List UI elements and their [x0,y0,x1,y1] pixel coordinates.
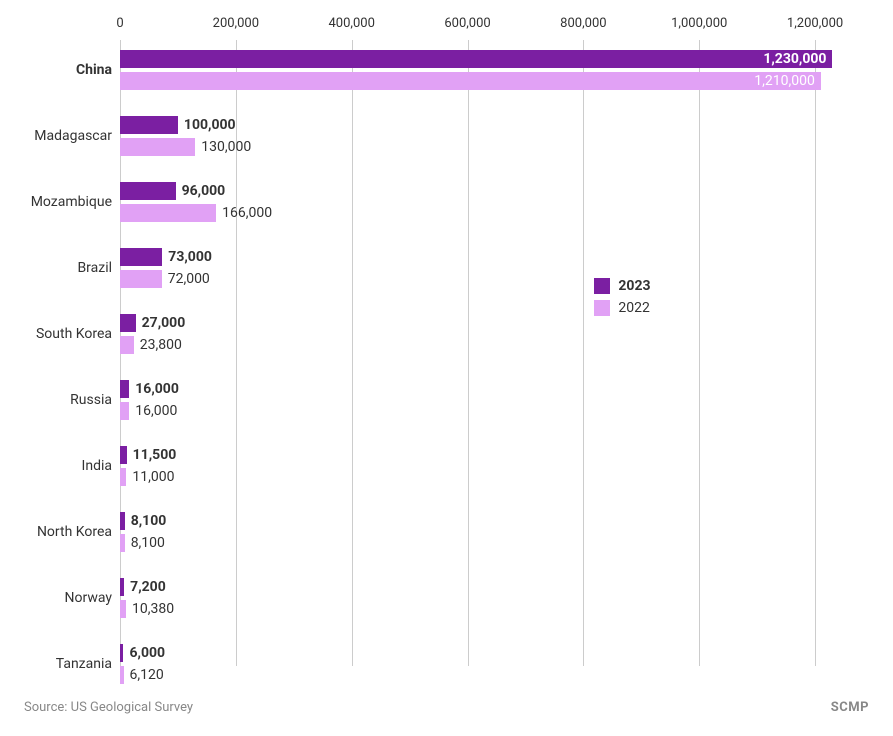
bar [120,600,126,618]
x-axis-tick-label: 600,000 [444,16,490,31]
plot-area: China1,230,0001,210,000Madagascar100,000… [120,40,873,666]
category-label: Madagascar [34,128,120,144]
brand-text: SCMP [831,700,869,715]
bar [120,402,129,420]
category-label: South Korea [36,326,120,342]
category-label: Mozambique [31,194,120,210]
bar [120,116,178,134]
value-label: 100,000 [184,116,236,134]
x-axis-tick-label: 1,000,000 [671,16,727,31]
bar [120,270,162,288]
bar [120,446,127,464]
value-label: 6,000 [129,644,165,662]
bar [120,138,195,156]
category-row: North Korea8,1008,100 [120,502,873,562]
bar [120,336,134,354]
value-label: 8,100 [131,512,167,530]
value-label: 11,000 [132,468,174,486]
value-label: 73,000 [168,248,212,266]
bar [120,314,136,332]
legend-swatch [594,278,610,294]
value-label: 11,500 [133,446,177,464]
legend-item: 2022 [594,300,650,316]
category-row: Mozambique96,000166,000 [120,172,873,232]
category-row: Russia16,00016,000 [120,370,873,430]
source-text: Source: US Geological Survey [24,700,193,715]
footer: Source: US Geological Survey SCMP [0,700,893,715]
value-label: 27,000 [142,314,186,332]
bar [120,182,176,200]
x-axis-tick-label: 400,000 [328,16,374,31]
value-label: 7,200 [130,578,166,596]
value-label: 130,000 [201,138,251,156]
value-label: 23,800 [140,336,182,354]
value-label: 72,000 [168,270,210,288]
category-row: Norway7,20010,380 [120,568,873,628]
value-label: 16,000 [135,380,179,398]
category-label: Tanzania [56,656,120,672]
category-label: Russia [70,392,120,408]
value-label: 16,000 [135,402,177,420]
bar [120,534,125,552]
legend-label: 2023 [618,278,650,294]
category-label: Norway [65,590,121,606]
category-row: Brazil73,00072,000 [120,238,873,298]
legend: 2023 2022 [594,278,650,322]
value-label: 166,000 [222,204,272,222]
category-row: China1,230,0001,210,000 [120,40,873,100]
bar [120,578,124,596]
category-row: South Korea27,00023,800 [120,304,873,364]
value-label: 1,210,000 [754,72,815,90]
value-label: 6,120 [130,666,164,684]
legend-swatch [594,300,610,316]
category-label: India [82,458,120,474]
bar [120,72,821,90]
category-row: Madagascar100,000130,000 [120,106,873,166]
value-label: 96,000 [182,182,226,200]
value-label: 1,230,000 [763,50,826,68]
value-label: 8,100 [131,534,165,552]
x-axis-tick-label: 800,000 [560,16,606,31]
chart-container: China 1,230,000 1,210,000 Madagascar 100,000… [0,0,893,736]
bar [120,380,129,398]
bar [120,248,162,266]
bar [120,644,123,662]
category-row: India11,50011,000 [120,436,873,496]
category-label: China [76,62,120,78]
bar [120,468,126,486]
value-label: 10,380 [132,600,174,618]
category-label: North Korea [37,524,120,540]
x-axis-tick-label: 0 [116,16,123,31]
category-row: Tanzania6,0006,120 [120,634,873,694]
x-axis-tick-label: 1,200,000 [787,16,843,31]
bar [120,204,216,222]
bar [120,512,125,530]
bar [120,50,832,68]
bar [120,666,124,684]
legend-label: 2022 [618,300,649,316]
x-axis-tick-label: 200,000 [213,16,259,31]
legend-item: 2023 [594,278,650,294]
category-label: Brazil [77,260,120,276]
